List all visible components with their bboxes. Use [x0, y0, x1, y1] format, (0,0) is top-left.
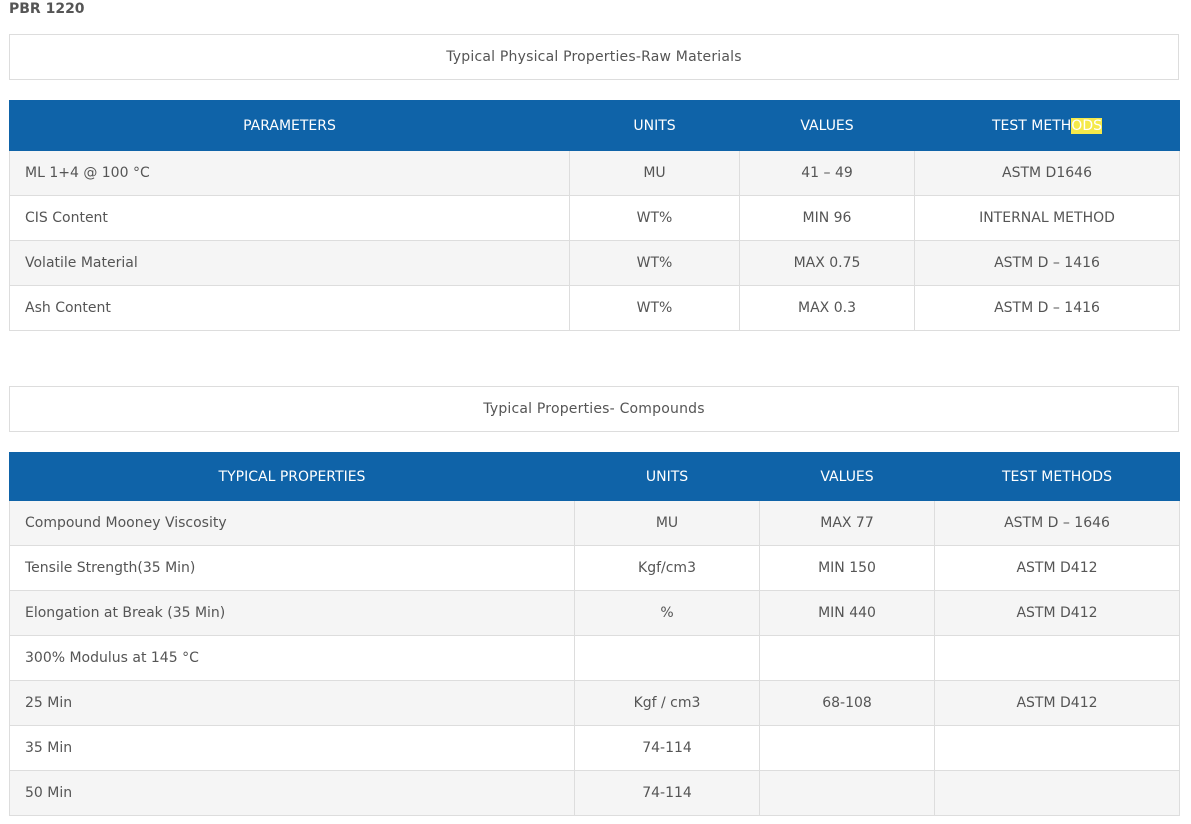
cell-unit: WT%	[569, 195, 740, 241]
selection-highlight: ODS	[1071, 117, 1102, 134]
header-typical-properties: TYPICAL PROPERTIES	[9, 452, 575, 501]
cell-value	[759, 725, 935, 771]
table-row: 25 Min Kgf / cm3 68-108 ASTM D412	[9, 680, 1180, 726]
caption-text: Typical Physical Properties-Raw Material…	[446, 49, 742, 65]
cell-test-method	[934, 770, 1180, 816]
section-caption-raw-materials: Typical Physical Properties-Raw Material…	[9, 34, 1179, 80]
cell-test-method: ASTM D412	[934, 545, 1180, 591]
cell-test-method: ASTM D412	[934, 680, 1180, 726]
cell-unit: %	[574, 590, 760, 636]
table-header-row: PARAMETERS UNITS VALUES TEST METHODS	[9, 100, 1180, 151]
table-row: Compound Mooney Viscosity MU MAX 77 ASTM…	[9, 500, 1180, 546]
cell-value: MIN 96	[739, 195, 915, 241]
cell-parameter: ML 1+4 @ 100 °C	[9, 150, 570, 196]
cell-value	[759, 635, 935, 681]
cell-value: MAX 0.3	[739, 285, 915, 331]
cell-value: MAX 77	[759, 500, 935, 546]
cell-property: Compound Mooney Viscosity	[9, 500, 575, 546]
table-row: CIS Content WT% MIN 96 INTERNAL METHOD	[9, 195, 1180, 241]
table-row: Elongation at Break (35 Min) % MIN 440 A…	[9, 590, 1180, 636]
header-units: UNITS	[574, 452, 760, 501]
table-row: 50 Min 74-114	[9, 770, 1180, 816]
cell-property: Tensile Strength(35 Min)	[9, 545, 575, 591]
table-header-row: TYPICAL PROPERTIES UNITS VALUES TEST MET…	[9, 452, 1180, 501]
cell-test-method: ASTM D412	[934, 590, 1180, 636]
table-row: 300% Modulus at 145 °C	[9, 635, 1180, 681]
header-text: TEST METH	[992, 117, 1072, 134]
cell-test-method	[934, 725, 1180, 771]
header-test-methods: TEST METHODS	[934, 452, 1180, 501]
cell-unit: Kgf / cm3	[574, 680, 760, 726]
table-row: Tensile Strength(35 Min) Kgf/cm3 MIN 150…	[9, 545, 1180, 591]
cell-unit: MU	[569, 150, 740, 196]
table-row: ML 1+4 @ 100 °C MU 41 – 49 ASTM D1646	[9, 150, 1180, 196]
header-values: VALUES	[739, 100, 915, 151]
cell-test-method: INTERNAL METHOD	[914, 195, 1180, 241]
cell-unit: WT%	[569, 285, 740, 331]
cell-value: MIN 440	[759, 590, 935, 636]
compounds-table: TYPICAL PROPERTIES UNITS VALUES TEST MET…	[9, 452, 1180, 816]
cell-unit: MU	[574, 500, 760, 546]
cell-parameter: Ash Content	[9, 285, 570, 331]
cell-property: 25 Min	[9, 680, 575, 726]
cell-property: 35 Min	[9, 725, 575, 771]
table-row: Ash Content WT% MAX 0.3 ASTM D – 1416	[9, 285, 1180, 331]
cell-property: 300% Modulus at 145 °C	[9, 635, 575, 681]
cell-property: 50 Min	[9, 770, 575, 816]
cell-unit: WT%	[569, 240, 740, 286]
header-test-methods: TEST METHODS	[914, 100, 1180, 151]
section-caption-compounds: Typical Properties- Compounds	[9, 386, 1179, 432]
cell-test-method: ASTM D – 1416	[914, 240, 1180, 286]
cell-value: MAX 0.75	[739, 240, 915, 286]
header-units: UNITS	[569, 100, 740, 151]
cell-value: 41 – 49	[739, 150, 915, 196]
cell-test-method: ASTM D – 1416	[914, 285, 1180, 331]
cell-test-method	[934, 635, 1180, 681]
cell-unit: 74-114	[574, 770, 760, 816]
header-values: VALUES	[759, 452, 935, 501]
header-parameters: PARAMETERS	[9, 100, 570, 151]
caption-text: Typical Properties- Compounds	[483, 401, 705, 417]
cell-value	[759, 770, 935, 816]
cell-property: Elongation at Break (35 Min)	[9, 590, 575, 636]
cell-test-method: ASTM D – 1646	[934, 500, 1180, 546]
cell-parameter: CIS Content	[9, 195, 570, 241]
cell-unit: Kgf/cm3	[574, 545, 760, 591]
cell-value: MIN 150	[759, 545, 935, 591]
cell-unit	[574, 635, 760, 681]
cell-parameter: Volatile Material	[9, 240, 570, 286]
cell-value: 68-108	[759, 680, 935, 726]
cell-test-method: ASTM D1646	[914, 150, 1180, 196]
table-row: 35 Min 74-114	[9, 725, 1180, 771]
page-title: PBR 1220	[9, 1, 85, 17]
table-row: Volatile Material WT% MAX 0.75 ASTM D – …	[9, 240, 1180, 286]
cell-unit: 74-114	[574, 725, 760, 771]
raw-materials-table: PARAMETERS UNITS VALUES TEST METHODS ML …	[9, 100, 1180, 331]
